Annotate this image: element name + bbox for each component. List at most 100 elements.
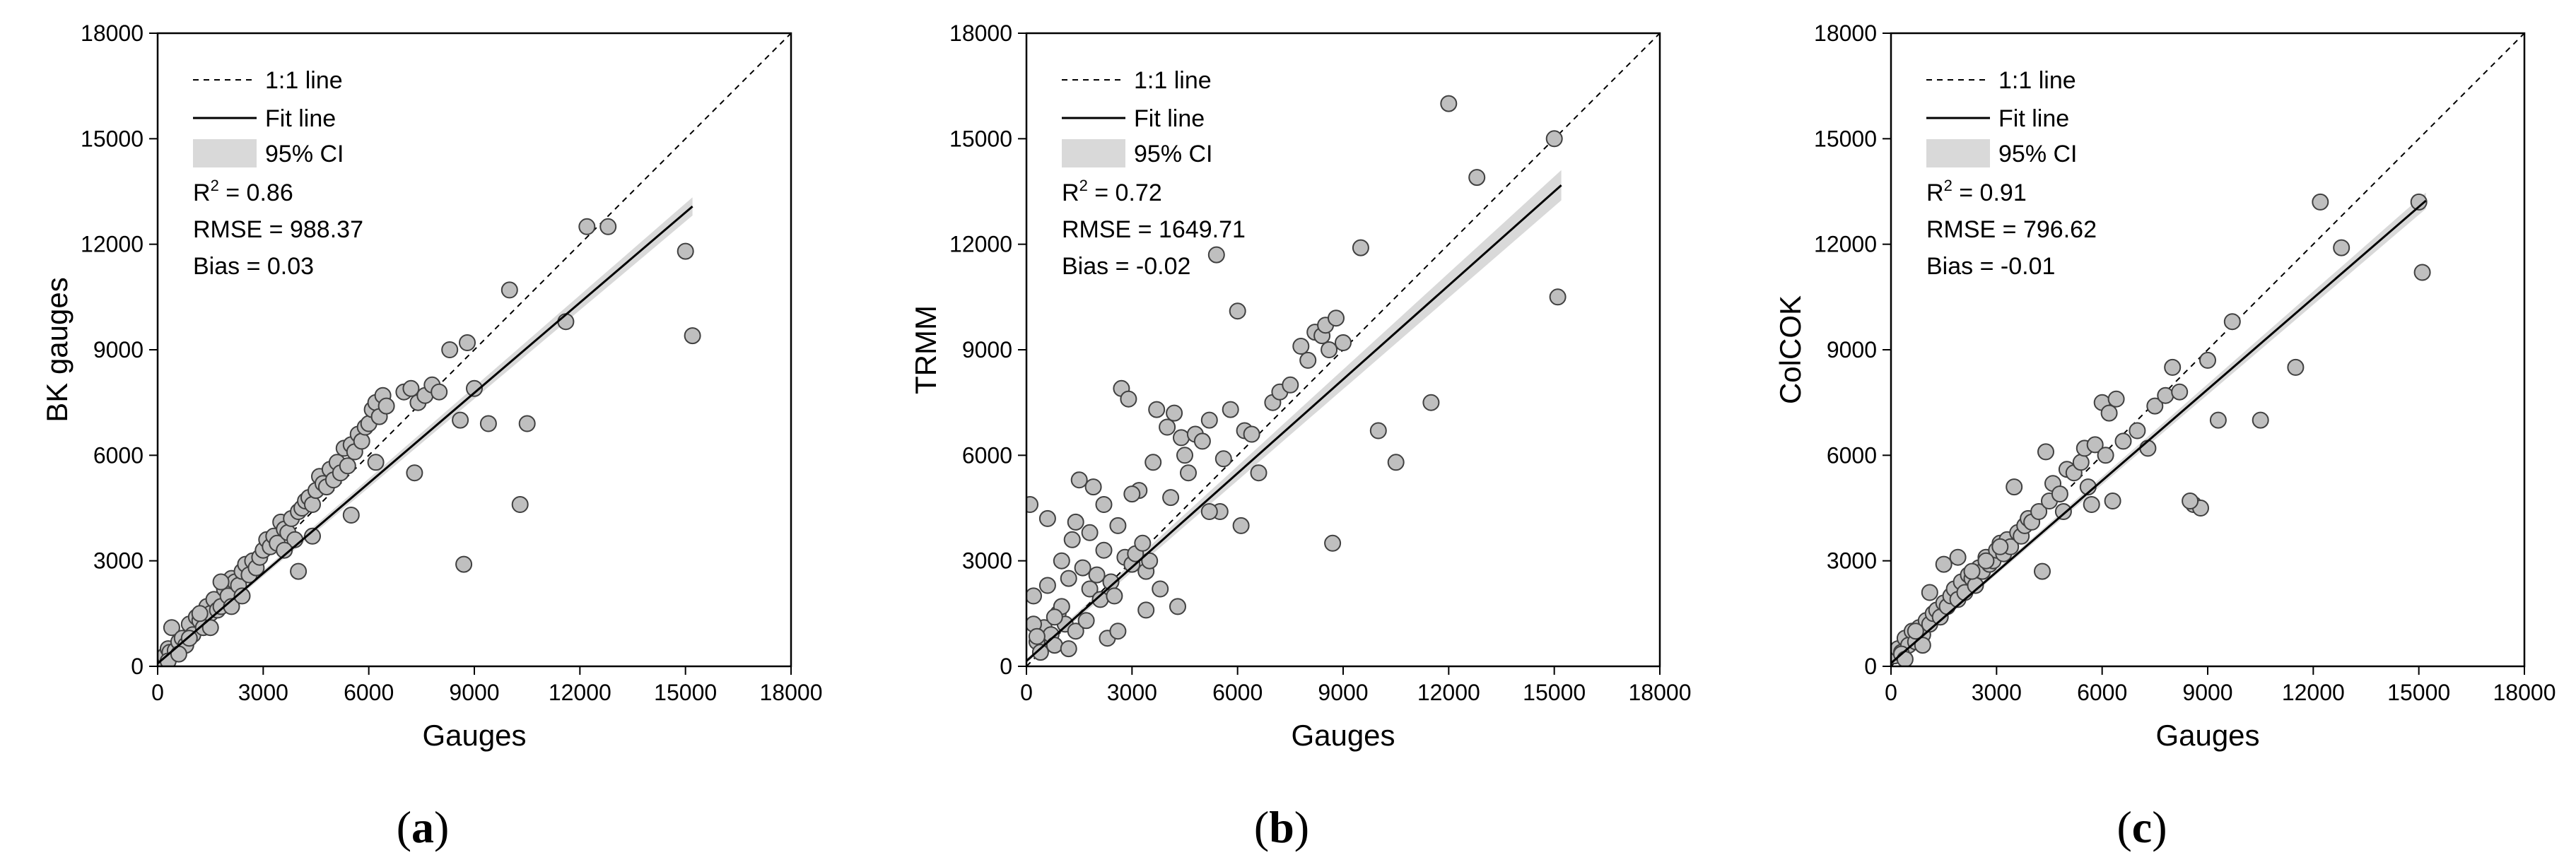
data-point bbox=[1031, 644, 1049, 661]
data-point bbox=[1123, 485, 1141, 503]
y-axis-label: BK gauges bbox=[40, 277, 74, 423]
stat-r2-sup: 2 bbox=[1079, 177, 1088, 194]
data-point bbox=[1038, 577, 1056, 594]
data-point bbox=[1180, 464, 1197, 482]
y-tick-label: 6000 bbox=[93, 442, 144, 468]
data-point bbox=[342, 507, 360, 524]
data-point bbox=[2410, 193, 2428, 211]
y-tick-label: 18000 bbox=[1814, 20, 1877, 46]
x-tick-label: 12000 bbox=[2282, 680, 2345, 705]
data-point bbox=[1060, 570, 1077, 587]
data-point bbox=[1060, 640, 1077, 658]
data-point bbox=[1299, 351, 1317, 369]
stat-bias: Bias = -0.01 bbox=[1926, 253, 2055, 280]
data-point bbox=[2072, 454, 2090, 471]
data-point bbox=[1038, 509, 1056, 527]
data-point bbox=[2139, 440, 2157, 457]
data-point bbox=[2199, 351, 2216, 369]
data-point bbox=[1109, 623, 1127, 640]
x-tick-label: 15000 bbox=[2387, 680, 2450, 705]
data-point bbox=[402, 379, 420, 397]
data-point bbox=[452, 411, 469, 429]
data-point bbox=[1070, 471, 1088, 489]
data-point bbox=[557, 313, 575, 331]
data-point bbox=[518, 415, 536, 432]
data-point bbox=[212, 573, 230, 591]
y-tick-label: 9000 bbox=[1827, 337, 1877, 362]
data-point bbox=[1232, 517, 1250, 534]
legend-label-ci: 95% CI bbox=[265, 141, 344, 167]
panel-a: 0 3000 6000 9000 12000 15000 18000 0 3000 6000 900… bbox=[40, 20, 822, 752]
x-axis-label: Gauges bbox=[422, 719, 526, 752]
data-point bbox=[1369, 422, 1387, 440]
data-point bbox=[1166, 404, 1183, 422]
x-tick-label: 0 bbox=[151, 680, 164, 705]
y-tick-label: 3000 bbox=[93, 548, 144, 574]
plot-area bbox=[1026, 33, 1660, 666]
data-point bbox=[1148, 401, 1166, 418]
data-point bbox=[1991, 538, 2009, 555]
x-tick-label: 6000 bbox=[1212, 680, 1263, 705]
legend-label-ci: 95% CI bbox=[1134, 141, 1213, 167]
y-tick-label: 0 bbox=[131, 654, 144, 679]
data-point bbox=[1387, 454, 1405, 471]
data-point bbox=[677, 242, 694, 260]
data-point bbox=[290, 562, 308, 580]
legend-swatch-ci bbox=[193, 139, 257, 167]
data-point bbox=[2164, 358, 2182, 376]
data-point bbox=[1321, 341, 1338, 358]
stat-r2: R2 = 0.91 bbox=[1926, 177, 2027, 206]
legend-label-1to1: 1:1 line bbox=[1134, 67, 1212, 94]
data-point bbox=[1137, 601, 1155, 619]
panel-label-b: (b) bbox=[1254, 802, 1309, 852]
data-point bbox=[1095, 541, 1113, 559]
data-point bbox=[1921, 584, 1938, 601]
panel-label-a: (a) bbox=[397, 802, 450, 852]
data-point bbox=[1081, 524, 1099, 541]
stat-bias: Bias = -0.02 bbox=[1062, 253, 1190, 280]
x-tick-label: 3000 bbox=[1107, 680, 1157, 705]
x-tick-label: 12000 bbox=[1417, 680, 1480, 705]
data-point bbox=[163, 619, 180, 637]
data-point bbox=[1152, 580, 1169, 598]
data-point bbox=[1026, 587, 1042, 605]
x-tick-label: 9000 bbox=[449, 680, 499, 705]
fit-line bbox=[158, 205, 693, 665]
data-point bbox=[1109, 517, 1127, 534]
legend-swatch-ci bbox=[1062, 139, 1125, 167]
data-point bbox=[1324, 534, 1342, 552]
y-tick-label: 15000 bbox=[949, 126, 1012, 151]
legend-label-ci: 95% CI bbox=[1998, 141, 2078, 167]
stat-r2-value: = 0.86 bbox=[219, 179, 293, 206]
stat-r2-sup: 2 bbox=[211, 177, 219, 194]
data-point bbox=[1053, 552, 1070, 570]
data-point bbox=[2054, 503, 2072, 520]
data-point bbox=[431, 383, 448, 401]
stat-r2-prefix: R bbox=[1926, 179, 1944, 206]
x-tick-label: 15000 bbox=[654, 680, 717, 705]
data-point bbox=[1200, 411, 1218, 429]
data-point bbox=[1949, 548, 1967, 566]
data-point bbox=[1222, 401, 1239, 418]
data-point bbox=[1077, 612, 1095, 630]
stat-bias: Bias = 0.03 bbox=[193, 253, 314, 280]
stat-rmse: RMSE = 988.37 bbox=[193, 216, 363, 243]
data-point bbox=[2333, 239, 2350, 256]
data-point bbox=[1081, 580, 1099, 598]
data-point bbox=[459, 334, 476, 351]
data-point bbox=[2252, 411, 2269, 429]
stat-r2: R2 = 0.86 bbox=[193, 177, 293, 206]
ci-band bbox=[1026, 170, 1562, 663]
y-tick-label: 15000 bbox=[1814, 126, 1877, 151]
data-point bbox=[599, 218, 617, 235]
x-tick-label: 6000 bbox=[2077, 680, 2127, 705]
data-point bbox=[170, 645, 187, 663]
data-point bbox=[1162, 489, 1180, 507]
data-point bbox=[1088, 566, 1106, 584]
data-point bbox=[1026, 496, 1038, 513]
data-point bbox=[1977, 552, 1995, 570]
legend-label-1to1: 1:1 line bbox=[1998, 67, 2076, 94]
data-point bbox=[466, 379, 483, 397]
x-tick-label: 18000 bbox=[2493, 680, 2556, 705]
plot-area bbox=[1891, 33, 2524, 666]
